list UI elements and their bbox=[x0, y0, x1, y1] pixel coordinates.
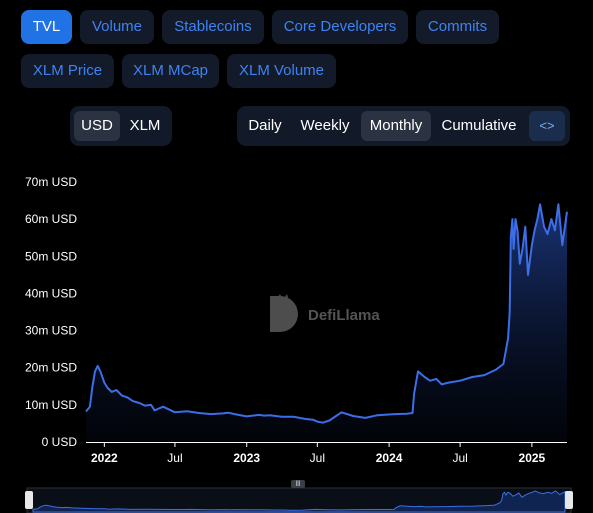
brush-left-handle[interactable] bbox=[25, 491, 33, 509]
y-tick-label: 70m USD bbox=[25, 175, 77, 189]
metric-tab-xlm-mcap[interactable]: XLM MCap bbox=[122, 54, 219, 88]
x-tick-label: 2023 bbox=[233, 451, 260, 465]
metric-tab-volume[interactable]: Volume bbox=[80, 10, 154, 44]
metric-tab-commits[interactable]: Commits bbox=[416, 10, 499, 44]
x-tick-label: Jul bbox=[452, 451, 467, 465]
embed-button[interactable]: <> bbox=[529, 111, 565, 141]
x-tick-label: 2022 bbox=[91, 451, 118, 465]
x-tick-label: 2025 bbox=[519, 451, 546, 465]
x-tick-label: 2024 bbox=[376, 451, 403, 465]
code-icon: <> bbox=[539, 118, 555, 133]
currency-xlm-button[interactable]: XLM bbox=[129, 117, 161, 134]
y-axis: 0 USD 10m USD 20m USD 30m USD 40m USD 50m USD… bbox=[25, 175, 77, 449]
y-tick-label: 30m USD bbox=[25, 324, 77, 338]
tvl-area bbox=[86, 204, 567, 442]
y-tick-label: 40m USD bbox=[25, 286, 77, 300]
x-tick-label: Jul bbox=[167, 451, 182, 465]
y-tick-label: 20m USD bbox=[25, 361, 77, 375]
watermark-text: DefiLlama bbox=[308, 307, 380, 324]
period-cumulative-button[interactable]: Cumulative bbox=[441, 117, 517, 134]
y-tick-label: 50m USD bbox=[25, 249, 77, 263]
brush-top-handle[interactable] bbox=[291, 480, 305, 488]
period-monthly-button[interactable]: Monthly bbox=[361, 111, 431, 141]
x-axis: 2022 Jul 2023 Jul 2024 Jul 2025 bbox=[86, 442, 567, 465]
x-tick-label: Jul bbox=[310, 451, 325, 465]
currency-toggle: USD XLM bbox=[70, 106, 172, 146]
currency-usd-button[interactable]: USD bbox=[74, 111, 120, 141]
metric-tab-core-developers[interactable]: Core Developers bbox=[272, 10, 408, 44]
tvl-line bbox=[85, 203, 568, 424]
period-daily-button[interactable]: Daily bbox=[248, 117, 282, 134]
brush-right-handle[interactable] bbox=[565, 491, 573, 509]
range-brush[interactable]: lll bbox=[25, 480, 573, 513]
metric-tab-stablecoins[interactable]: Stablecoins bbox=[162, 10, 264, 44]
y-tick-label: 60m USD bbox=[25, 212, 77, 226]
y-tick-label: 10m USD bbox=[25, 398, 77, 412]
defillama-logo-icon bbox=[270, 294, 298, 332]
metric-tab-tvl[interactable]: TVL bbox=[21, 10, 72, 44]
brush-preview-line bbox=[32, 490, 566, 513]
y-tick-label: 0 USD bbox=[42, 435, 78, 449]
grip-icon: lll bbox=[296, 481, 301, 488]
period-toggle: Daily Weekly Monthly Cumulative <> bbox=[237, 106, 570, 146]
metric-tab-xlm-volume[interactable]: XLM Volume bbox=[227, 54, 336, 88]
period-weekly-button[interactable]: Weekly bbox=[300, 117, 350, 134]
metric-tab-xlm-price[interactable]: XLM Price bbox=[21, 54, 114, 88]
watermark: DefiLlama bbox=[270, 294, 380, 332]
brush-track bbox=[26, 487, 572, 513]
